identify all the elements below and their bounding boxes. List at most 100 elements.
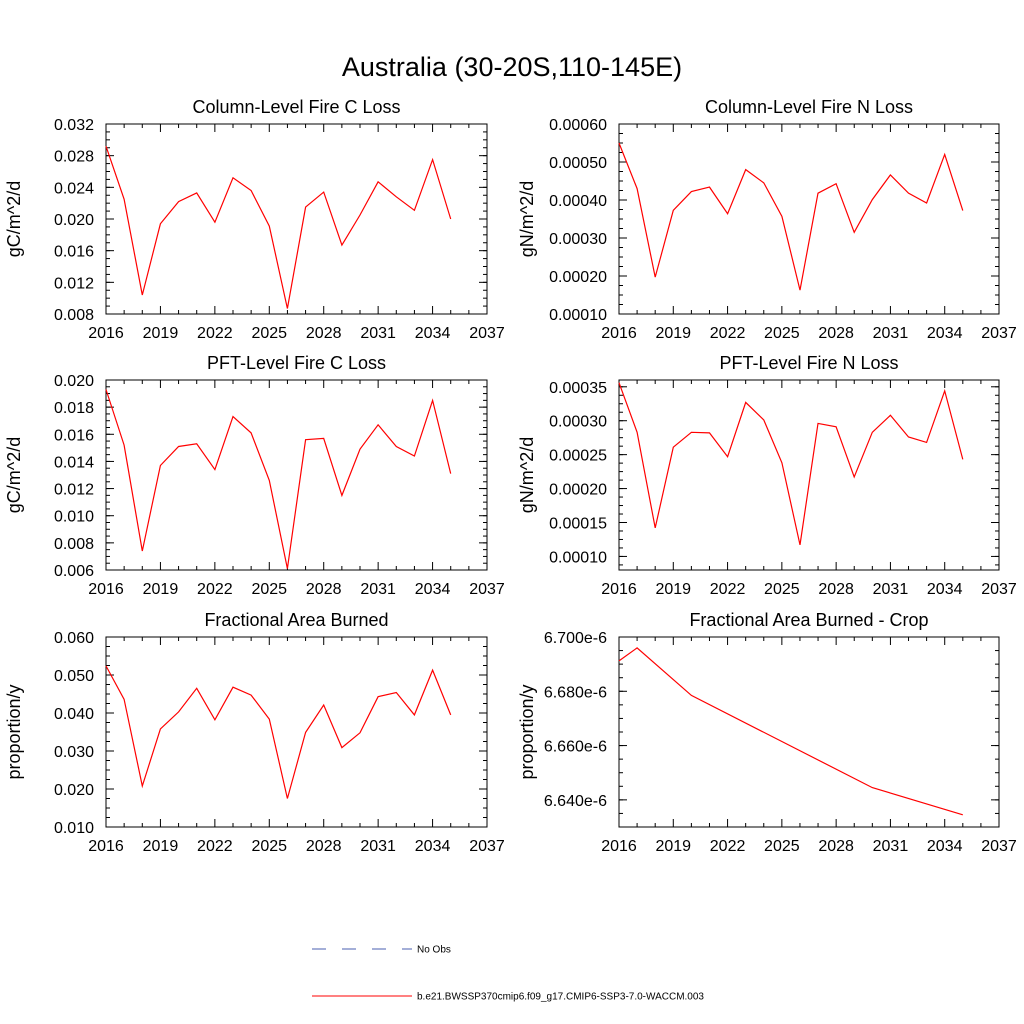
y-tick-label: 0.016 bbox=[54, 244, 94, 261]
x-tick-label: 2034 bbox=[415, 838, 451, 855]
x-tick-label: 2022 bbox=[197, 325, 233, 342]
x-tick-label: 2031 bbox=[360, 838, 396, 855]
y-axis-label: proportion/y bbox=[4, 684, 24, 779]
y-tick-label: 0.020 bbox=[54, 212, 94, 229]
x-tick-label: 2019 bbox=[143, 838, 179, 855]
plot-frame bbox=[618, 123, 1000, 315]
x-tick-label: 2034 bbox=[415, 581, 451, 598]
y-tick-label: 6.680e-6 bbox=[544, 684, 607, 701]
legend-label: No Obs bbox=[417, 945, 451, 956]
x-tick-label: 2037 bbox=[469, 838, 505, 855]
y-tick-label: 6.640e-6 bbox=[544, 793, 607, 810]
x-tick-label: 2019 bbox=[143, 325, 179, 342]
y-tick-label: 0.00050 bbox=[549, 155, 607, 172]
panel-title: Fractional Area Burned - Crop bbox=[689, 610, 928, 630]
series-line bbox=[105, 146, 452, 309]
y-tick-label: 0.020 bbox=[54, 373, 94, 390]
y-tick-label: 0.008 bbox=[54, 536, 94, 553]
panel-3: PFT-Level Fire C Loss 2016 2019 2022 2025 202… bbox=[4, 353, 505, 598]
x-tick-label: 2019 bbox=[143, 581, 179, 598]
x-tick-label: 2025 bbox=[251, 325, 287, 342]
x-tick-label: 2034 bbox=[415, 325, 451, 342]
chart-title: Australia (30-20S,110-145E) bbox=[342, 52, 682, 82]
y-tick-label: 0.020 bbox=[54, 782, 94, 799]
panel-title: Column-Level Fire N Loss bbox=[705, 97, 913, 117]
y-axis-label: proportion/y bbox=[517, 684, 537, 779]
y-tick-label: 0.012 bbox=[54, 275, 94, 292]
x-tick-label: 2037 bbox=[981, 325, 1017, 342]
x-tick-label: 2022 bbox=[197, 838, 233, 855]
y-tick-label: 0.00010 bbox=[549, 549, 607, 566]
y-tick-label: 0.040 bbox=[54, 706, 94, 723]
y-tick-label: 0.00015 bbox=[549, 516, 607, 533]
x-tick-label: 2016 bbox=[88, 581, 124, 598]
x-tick-label: 2022 bbox=[197, 581, 233, 598]
panel-6: Fractional Area Burned - Crop 2016 2019 202… bbox=[517, 610, 1017, 855]
y-tick-label: 0.018 bbox=[54, 400, 94, 417]
x-tick-label: 2037 bbox=[469, 581, 505, 598]
x-tick-label: 2022 bbox=[710, 581, 746, 598]
y-tick-label: 0.00060 bbox=[549, 117, 607, 134]
x-tick-label: 2022 bbox=[710, 838, 746, 855]
chart-panels: Column-Level Fire C Loss 2016 2019 2022 2025… bbox=[4, 97, 1017, 855]
legend-label: b.e21.BWSSP370cmip6.f09_g17.CMIP6-SSP3-7… bbox=[417, 992, 704, 1003]
plot-frame bbox=[105, 636, 488, 828]
x-tick-label: 2031 bbox=[873, 581, 909, 598]
y-tick-label: 0.00025 bbox=[549, 448, 607, 465]
panel-2: Column-Level Fire N Loss 2016 2019 2022 2025… bbox=[517, 97, 1017, 342]
y-tick-label: 0.00020 bbox=[549, 269, 607, 286]
panel-title: PFT-Level Fire C Loss bbox=[207, 353, 386, 373]
x-tick-label: 2025 bbox=[251, 838, 287, 855]
y-tick-label: 0.00040 bbox=[549, 193, 607, 210]
x-tick-label: 2025 bbox=[764, 581, 800, 598]
x-tick-label: 2025 bbox=[251, 581, 287, 598]
y-tick-label: 0.00030 bbox=[549, 414, 607, 431]
y-tick-label: 6.700e-6 bbox=[544, 630, 607, 647]
y-tick-label: 0.010 bbox=[54, 820, 94, 837]
x-tick-label: 2037 bbox=[469, 325, 505, 342]
y-tick-label: 0.024 bbox=[54, 180, 94, 197]
plot-frame bbox=[618, 379, 1000, 571]
y-tick-label: 0.032 bbox=[54, 117, 94, 134]
x-tick-label: 2022 bbox=[710, 325, 746, 342]
x-tick-label: 2031 bbox=[873, 838, 909, 855]
x-tick-label: 2025 bbox=[764, 838, 800, 855]
x-tick-label: 2028 bbox=[818, 838, 854, 855]
series-line bbox=[618, 382, 964, 546]
y-axis-label: gN/m^2/d bbox=[517, 437, 537, 513]
x-tick-label: 2019 bbox=[655, 838, 691, 855]
panel-title: Column-Level Fire C Loss bbox=[192, 97, 400, 117]
y-axis-label: gC/m^2/d bbox=[4, 181, 24, 257]
y-tick-label: 0.050 bbox=[54, 668, 94, 685]
x-tick-label: 2028 bbox=[306, 581, 342, 598]
x-tick-label: 2028 bbox=[306, 325, 342, 342]
x-tick-label: 2016 bbox=[88, 325, 124, 342]
x-tick-label: 2034 bbox=[927, 325, 963, 342]
y-axis-label: gC/m^2/d bbox=[4, 437, 24, 513]
x-tick-label: 2016 bbox=[601, 325, 637, 342]
x-tick-label: 2028 bbox=[306, 838, 342, 855]
y-tick-label: 0.00010 bbox=[549, 307, 607, 324]
plot-frame bbox=[105, 123, 488, 315]
series-line bbox=[105, 389, 452, 569]
panel-title: PFT-Level Fire N Loss bbox=[719, 353, 898, 373]
y-tick-label: 0.060 bbox=[54, 630, 94, 647]
panel-4: PFT-Level Fire N Loss 2016 2019 2022 2025 202… bbox=[517, 353, 1017, 598]
y-tick-label: 0.014 bbox=[54, 454, 94, 471]
chart-legend: No Obs b.e21.BWSSP370cmip6.f09_g17.CMIP6-… bbox=[312, 945, 704, 1003]
x-tick-label: 2028 bbox=[818, 581, 854, 598]
x-tick-label: 2034 bbox=[927, 838, 963, 855]
x-tick-label: 2037 bbox=[981, 838, 1017, 855]
panel-5: Fractional Area Burned 2016 2019 2022 2025 20… bbox=[4, 610, 505, 855]
series-line bbox=[105, 665, 452, 799]
series-line bbox=[618, 647, 963, 816]
panel-title: Fractional Area Burned bbox=[204, 610, 388, 630]
x-tick-label: 2031 bbox=[360, 325, 396, 342]
y-tick-label: 0.012 bbox=[54, 482, 94, 499]
y-tick-label: 0.006 bbox=[54, 563, 94, 580]
y-tick-label: 0.010 bbox=[54, 509, 94, 526]
x-tick-label: 2025 bbox=[764, 325, 800, 342]
x-tick-label: 2028 bbox=[818, 325, 854, 342]
x-tick-label: 2016 bbox=[601, 581, 637, 598]
